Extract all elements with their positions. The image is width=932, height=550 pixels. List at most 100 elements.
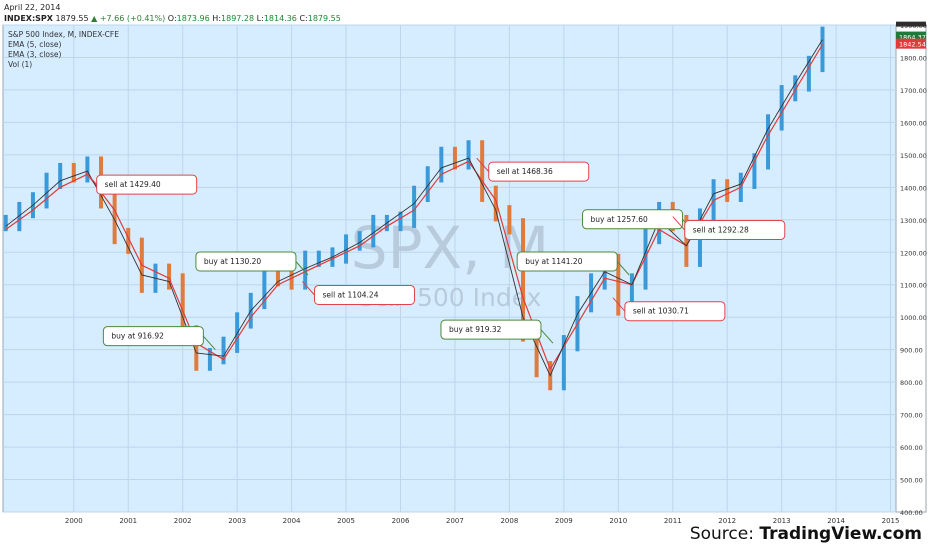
signal-callouts: sell at 1429.40 buy at 916.92 buy at 1130.… bbox=[84, 157, 786, 350]
header-low-value: 1814.36 bbox=[263, 14, 297, 23]
chart-header: April 22, 2014 INDEX:SPX 1879.55 ▲ +7.66… bbox=[4, 2, 341, 24]
x-tick-label: 2008 bbox=[500, 517, 518, 525]
price-bar bbox=[221, 336, 226, 365]
callout-pointer bbox=[302, 281, 315, 296]
y-tick-label: 900.00 bbox=[900, 347, 923, 355]
x-tick-label: 2005 bbox=[337, 517, 355, 525]
legend-title: S&P 500 Index, M, INDEX-CFE bbox=[8, 30, 119, 39]
price-bar bbox=[180, 273, 185, 342]
price-bar bbox=[725, 179, 730, 202]
sell-callout bbox=[624, 301, 726, 322]
legend-vol[interactable]: Vol (1) bbox=[8, 60, 32, 69]
price-bar bbox=[779, 85, 784, 131]
price-bar bbox=[439, 146, 444, 183]
legend-ema3[interactable]: EMA (3, close) bbox=[8, 50, 62, 59]
header-high-value: 1897.28 bbox=[221, 14, 255, 23]
price-bar bbox=[452, 146, 457, 170]
price-bar bbox=[112, 192, 117, 245]
callout-pointer bbox=[612, 297, 626, 312]
price-bar bbox=[357, 231, 362, 251]
x-tick-label: 2011 bbox=[664, 517, 682, 525]
buy-callout bbox=[102, 326, 204, 347]
x-tick-label: 2007 bbox=[446, 517, 464, 525]
price-bar bbox=[806, 55, 811, 92]
price-badge bbox=[896, 31, 926, 42]
buy-callout bbox=[516, 251, 618, 272]
x-tick-label: 2015 bbox=[882, 517, 900, 525]
price-bar bbox=[466, 140, 471, 170]
source-prefix: Source: bbox=[689, 524, 760, 544]
price-bar bbox=[629, 273, 634, 316]
callout-pointer bbox=[540, 329, 554, 344]
chart-date: April 22, 2014 bbox=[4, 3, 61, 12]
x-tick-label: 2014 bbox=[827, 517, 845, 525]
sell-callout bbox=[684, 220, 786, 241]
sell-callout-label: sell at 1468.36 bbox=[497, 167, 553, 176]
price-bar bbox=[793, 75, 798, 102]
callout-pointer bbox=[295, 261, 309, 276]
y-tick-label: 1600.00 bbox=[900, 119, 927, 127]
header-close-value: 1879.55 bbox=[307, 14, 341, 23]
price-bar bbox=[752, 153, 757, 189]
x-tick-label: 2001 bbox=[119, 517, 137, 525]
x-tick-label: 2009 bbox=[555, 517, 573, 525]
price-badge-label: 1864.37 bbox=[899, 34, 926, 42]
header-symbol[interactable]: INDEX:SPX bbox=[4, 14, 53, 23]
price-bar bbox=[820, 26, 825, 73]
buy-callout-label: buy at 916.92 bbox=[111, 332, 164, 341]
price-bar bbox=[316, 250, 321, 267]
y-tick-label: 600.00 bbox=[900, 444, 923, 452]
y-tick-label: 1700.00 bbox=[900, 87, 927, 95]
legend-ema5[interactable]: EMA (5, close) bbox=[8, 40, 62, 49]
y-tick-label: 500.00 bbox=[900, 477, 923, 485]
x-tick-label: 2012 bbox=[718, 517, 736, 525]
x-tick-label: 2010 bbox=[609, 517, 627, 525]
watermark-symbol: SPX, M bbox=[351, 214, 549, 282]
price-badge-last bbox=[896, 21, 926, 27]
price-bar bbox=[3, 214, 8, 232]
y-tick-label: 1400.00 bbox=[900, 184, 927, 192]
header-open-value: 1873.96 bbox=[176, 14, 210, 23]
sell-callout bbox=[96, 174, 198, 195]
header-low-label: L: bbox=[256, 14, 264, 23]
header-high-label: H: bbox=[212, 14, 222, 23]
x-tick-label: 2000 bbox=[65, 517, 83, 525]
sell-callout-label: sell at 1104.24 bbox=[322, 290, 378, 299]
y-tick-label: 800.00 bbox=[900, 379, 923, 387]
y-tick-label: 400.00 bbox=[900, 509, 923, 517]
price-bar bbox=[534, 325, 539, 378]
y-tick-label: 700.00 bbox=[900, 412, 923, 420]
buy-callout-label: buy at 919.32 bbox=[449, 325, 502, 334]
price-bar bbox=[289, 270, 294, 290]
price-bar bbox=[561, 335, 566, 391]
sell-callout bbox=[313, 284, 415, 305]
price-bar bbox=[85, 156, 90, 183]
axis-strip bbox=[895, 24, 927, 513]
header-close-label: C: bbox=[299, 14, 308, 23]
price-bar bbox=[398, 211, 403, 232]
ema-lines bbox=[5, 39, 824, 377]
y-tick-label: 1200.00 bbox=[900, 249, 927, 257]
y-tick-label: 1300.00 bbox=[900, 217, 927, 225]
price-bar bbox=[493, 185, 498, 222]
header-last: 1879.55 bbox=[55, 14, 89, 23]
callout-pointer bbox=[202, 335, 216, 350]
x-tick-label: 2004 bbox=[283, 517, 301, 525]
price-bar bbox=[521, 218, 526, 342]
price-badge bbox=[896, 38, 926, 49]
x-axis: 2000 2001 2002 2003 2004 2005 2006 2007 2008 2009… bbox=[65, 517, 900, 525]
price-badge-label: 1842.54 bbox=[899, 41, 926, 49]
price-bar bbox=[425, 166, 430, 202]
buy-callout bbox=[440, 319, 542, 340]
ema3-line bbox=[5, 39, 823, 377]
buy-callout-label: buy at 1141.20 bbox=[525, 257, 583, 266]
price-bar bbox=[44, 172, 49, 209]
price-bar bbox=[711, 179, 716, 225]
plot-background bbox=[2, 24, 897, 513]
price-bar bbox=[126, 227, 131, 254]
x-tick-label: 2003 bbox=[228, 517, 246, 525]
price-bar bbox=[194, 325, 199, 371]
price-bar bbox=[275, 266, 280, 287]
y-tick-label: 1500.00 bbox=[900, 152, 927, 160]
